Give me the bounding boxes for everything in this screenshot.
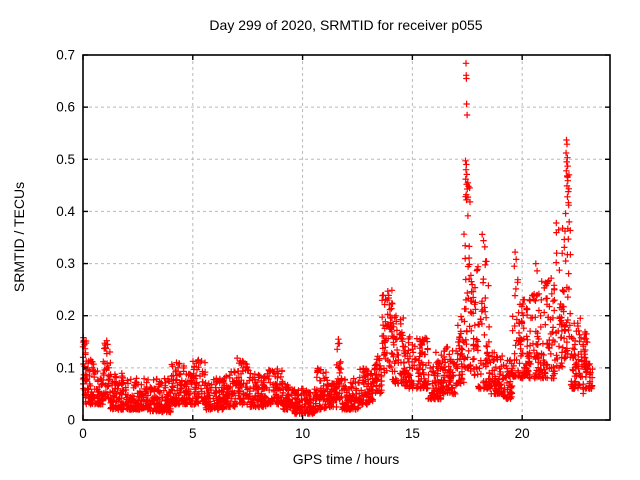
data-points <box>79 60 596 417</box>
x-tick-label: 20 <box>515 426 530 441</box>
y-tick-label: 0.6 <box>56 100 75 115</box>
tick-labels: 0 5 10 15 20 0 0.1 0.2 0.3 0.4 0.5 0.6 0.7 <box>56 48 529 442</box>
x-tick-label: 5 <box>189 426 197 441</box>
x-tick-label: 10 <box>295 426 310 441</box>
y-axis-label: SRMTID / TECUs <box>11 182 27 292</box>
y-tick-label: 0.2 <box>56 308 75 323</box>
y-tick-label: 0.1 <box>56 360 75 375</box>
y-tick-label: 0.7 <box>56 48 75 63</box>
x-tick-label: 0 <box>79 426 87 441</box>
chart-title: Day 299 of 2020, SRMTID for receiver p05… <box>209 17 482 33</box>
plot-border <box>82 54 611 421</box>
x-axis-label: GPS time / hours <box>293 451 400 467</box>
y-tick-label: 0.3 <box>56 256 75 271</box>
x-tick-label: 15 <box>405 426 420 441</box>
srmtid-scatter-points <box>79 60 596 417</box>
y-tick-label: 0 <box>67 413 75 428</box>
y-tick-label: 0.4 <box>56 204 75 219</box>
y-tick-label: 0.5 <box>56 152 75 167</box>
